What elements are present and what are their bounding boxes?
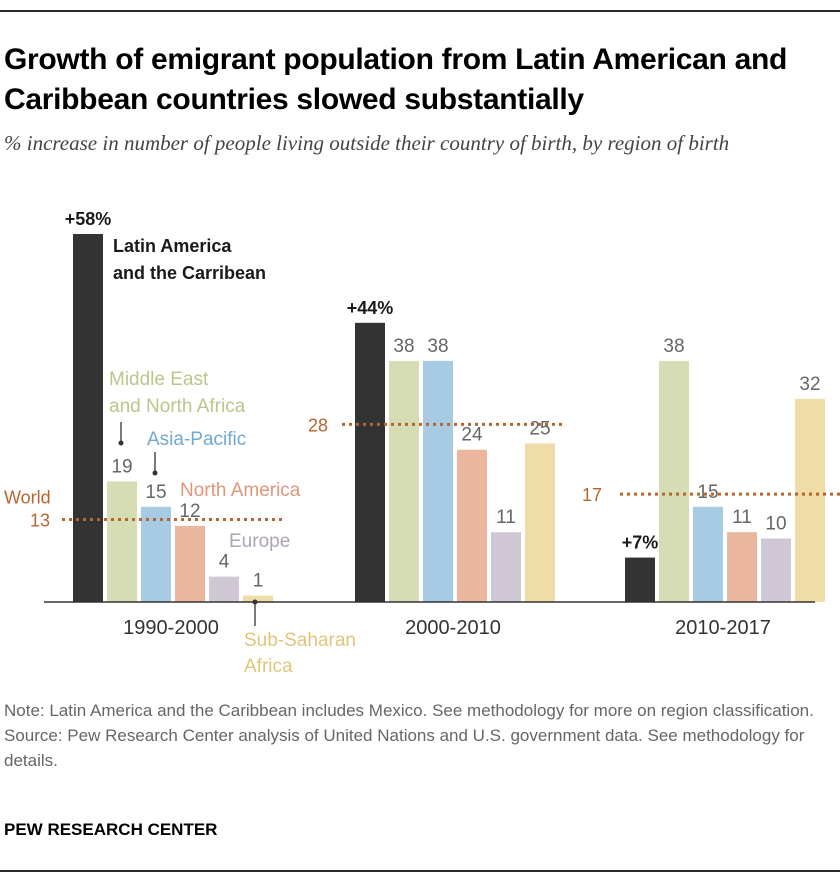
world-value-label: 17 — [582, 485, 602, 505]
note-text: Note: Latin America and the Caribbean in… — [4, 701, 814, 720]
brand-label: PEW RESEARCH CENTER — [4, 820, 218, 839]
bar — [727, 532, 757, 602]
data-label: 4 — [219, 552, 230, 573]
data-label: +58% — [65, 209, 112, 229]
data-label: 38 — [393, 336, 414, 357]
data-label: 25 — [529, 418, 550, 439]
bar — [209, 576, 239, 602]
data-label: 12 — [179, 501, 200, 522]
bar — [355, 322, 385, 602]
series-label-asia: Asia-Pacific — [147, 429, 246, 450]
x-tick-label: 1990-2000 — [123, 617, 219, 639]
data-label: 19 — [111, 456, 132, 477]
leader-dot — [252, 599, 258, 605]
bar — [107, 481, 137, 602]
x-tick-label: 2010-2017 — [675, 617, 771, 639]
bar — [457, 449, 487, 602]
bottom-rule — [0, 870, 840, 872]
series-label-sub-saharan: Sub-Saharan — [244, 630, 356, 651]
source-text: Source: Pew Research Center analysis of … — [4, 726, 805, 770]
bar — [141, 506, 171, 602]
bar — [491, 532, 521, 602]
series-label-latam: and the Carribean — [113, 263, 266, 283]
data-label: +7% — [622, 533, 659, 553]
bar — [389, 360, 419, 602]
bar — [795, 398, 825, 602]
chart-subtitle: % increase in number of people living ou… — [4, 131, 730, 155]
leader-dot — [118, 440, 124, 446]
chart-title: Growth of emigrant population from Latin… — [4, 43, 788, 116]
data-label: 15 — [145, 482, 166, 503]
leader-dot — [152, 470, 158, 476]
world-label: World — [4, 488, 51, 508]
data-label: 38 — [663, 336, 684, 357]
bar — [693, 506, 723, 602]
data-label: 10 — [765, 514, 786, 535]
series-label-europe: Europe — [229, 531, 290, 552]
x-tick-label: 2000-2010 — [405, 617, 501, 639]
world-value-label: 28 — [308, 415, 328, 435]
series-label-north-america: North America — [180, 480, 301, 501]
bar — [73, 233, 103, 603]
data-label: 24 — [461, 425, 483, 446]
bar — [525, 443, 555, 602]
series-label-mena: Middle East — [109, 369, 209, 390]
data-label: +44% — [347, 298, 394, 318]
data-label: 11 — [496, 507, 516, 528]
bar — [243, 595, 273, 602]
bar — [761, 538, 791, 602]
series-label-mena: and North Africa — [109, 396, 246, 417]
bar — [423, 360, 453, 602]
bar — [625, 557, 655, 602]
bar — [659, 360, 689, 602]
series-label-latam: Latin America — [113, 236, 232, 256]
notes-block: Note: Latin America and the Caribbean in… — [4, 698, 824, 773]
top-rule — [0, 10, 840, 12]
world-value-label: 13 — [30, 511, 50, 531]
data-label: 1 — [253, 571, 264, 592]
series-label-sub-saharan: Africa — [244, 656, 293, 677]
data-label: 32 — [799, 374, 820, 395]
data-label: 11 — [732, 507, 752, 528]
bar-chart: +58% +44% +7% 19 38 38 15 38 15 12 24 11 4 11 10 1 25 32 W… — [4, 209, 840, 677]
bar — [175, 525, 205, 602]
data-label: 15 — [697, 482, 718, 503]
data-label: 38 — [427, 336, 448, 357]
